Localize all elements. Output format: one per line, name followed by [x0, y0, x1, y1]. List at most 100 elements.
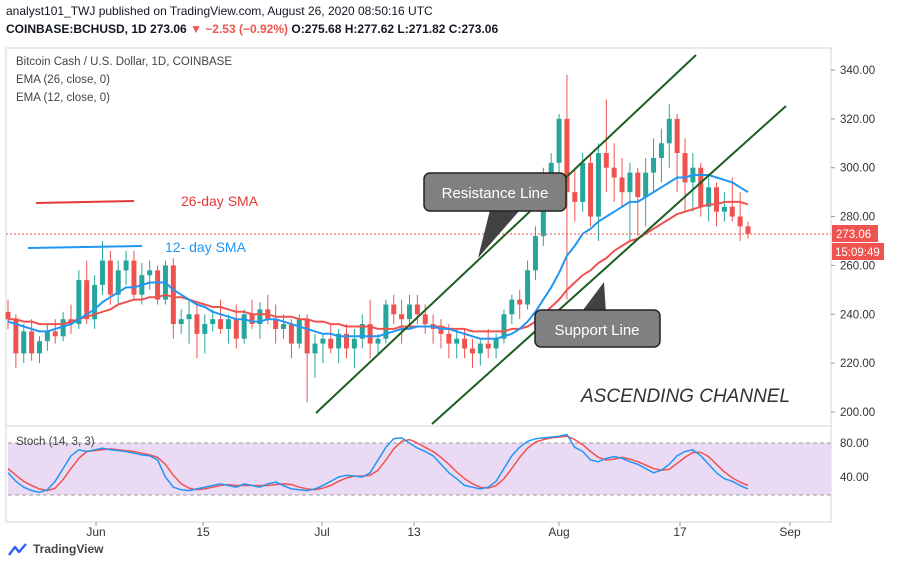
sma26-annotation: 26-day SMA: [181, 193, 259, 209]
sma26-sample-line: [35, 200, 135, 204]
candle-body: [666, 118, 672, 144]
candle-body: [288, 324, 294, 344]
price-change: ▼ −2.53 (−0.92%): [190, 22, 289, 36]
candle-body: [60, 319, 66, 337]
candle-body: [501, 314, 507, 339]
channel-label: ASCENDING CHANNEL: [580, 386, 790, 407]
candle-body: [517, 299, 523, 305]
support-line: [431, 105, 787, 425]
candle-body: [485, 343, 491, 349]
candle-body: [454, 338, 460, 344]
candle-body: [210, 319, 216, 325]
candle-body: [532, 236, 538, 271]
candle-body: [44, 331, 50, 342]
ema26-line: [8, 200, 749, 333]
candle-body: [588, 162, 594, 217]
ohlc-values: O:275.68 H:277.62 L:271.82 C:273.06: [291, 22, 499, 36]
candle-body: [147, 270, 153, 276]
candle-body: [52, 331, 58, 337]
candle-body: [131, 260, 137, 295]
support-callout-text: Support Line: [554, 322, 639, 339]
x-tick-label: Aug: [548, 525, 569, 539]
price-tag: [832, 225, 878, 242]
candle-body: [312, 343, 318, 354]
candle-body: [635, 172, 641, 198]
candle-body: [595, 153, 601, 217]
candle-body: [186, 314, 192, 320]
candle-body: [367, 324, 373, 344]
candle-body: [477, 343, 483, 354]
candle-body: [320, 338, 326, 344]
candle-body: [202, 324, 208, 334]
candle-body: [225, 319, 231, 329]
candle-body: [564, 118, 570, 193]
footer-brand-text: TradingView: [33, 542, 104, 556]
candle-body: [556, 118, 562, 163]
candle-body: [698, 167, 704, 207]
candle-body: [36, 341, 42, 354]
candle-body: [328, 338, 334, 349]
candle-body: [651, 157, 657, 173]
candle-body: [509, 299, 515, 315]
candle-body: [580, 162, 586, 202]
stoch-k-line: [7, 433, 749, 494]
sma12-sample-line: [27, 245, 143, 249]
countdown-text: 15:09:49: [835, 247, 880, 259]
candle-body: [107, 260, 113, 295]
x-tick-label: 17: [673, 525, 687, 539]
candle-body: [611, 167, 617, 178]
resistance-callout: [423, 172, 567, 212]
candle-body: [84, 280, 90, 320]
symbol-name: COINBASE:BCHUSD, 1D: [6, 22, 147, 36]
candle-body: [5, 311, 11, 320]
x-tick-label: Jun: [86, 525, 105, 539]
candle-body: [714, 187, 720, 212]
price-pane-border: [5, 47, 832, 427]
candle-body: [619, 177, 625, 193]
candle-body: [572, 192, 578, 202]
candle-body: [462, 338, 468, 349]
candle-body: [336, 333, 342, 349]
candle-body: [273, 319, 279, 329]
stoch-label: Stoch (14, 3, 3): [16, 436, 95, 448]
candle-body: [658, 143, 664, 158]
candle-body: [446, 333, 452, 344]
footer-brand[interactable]: TradingView: [8, 542, 103, 556]
candle-body: [344, 333, 350, 349]
candle-body: [737, 216, 743, 227]
resistance-callout-text: Resistance Line: [442, 185, 549, 202]
stoch-tick-label: 80.00: [840, 438, 869, 450]
y-tick-label: 200.00: [840, 407, 875, 419]
candle-body: [422, 314, 428, 325]
candle-body: [155, 270, 161, 300]
candle-body: [721, 206, 727, 212]
candle-body: [76, 280, 82, 325]
candle-body: [525, 270, 531, 305]
candle-body: [493, 338, 499, 349]
candle-body: [281, 324, 287, 329]
candle-body: [729, 206, 735, 217]
candle-body: [469, 348, 475, 354]
y-tick-label: 280.00: [840, 212, 875, 224]
candle-body: [391, 304, 397, 315]
stoch-tick-label: 40.00: [840, 472, 869, 484]
candle-body: [548, 162, 554, 178]
candle-body: [375, 338, 381, 344]
candle-body: [438, 328, 444, 334]
candle-body: [399, 314, 405, 320]
candle-body: [745, 226, 751, 234]
candle-body: [359, 324, 365, 339]
candle-body: [21, 331, 27, 354]
y-tick-label: 320.00: [840, 114, 875, 126]
x-tick-label: Jul: [314, 525, 329, 539]
candle-body: [257, 309, 263, 325]
candle-body: [233, 319, 239, 339]
candle-body: [241, 314, 247, 339]
ema26-legend: EMA (26, close, 0): [16, 74, 110, 86]
y-tick-label: 260.00: [840, 260, 875, 272]
sma12-annotation: 12- day SMA: [165, 239, 247, 255]
stoch-d-line: [7, 435, 749, 492]
ema12-legend: EMA (12, close, 0): [16, 92, 110, 104]
symbol-quote: COINBASE:BCHUSD, 1D 273.06 ▼ −2.53 (−0.9…: [6, 22, 498, 36]
